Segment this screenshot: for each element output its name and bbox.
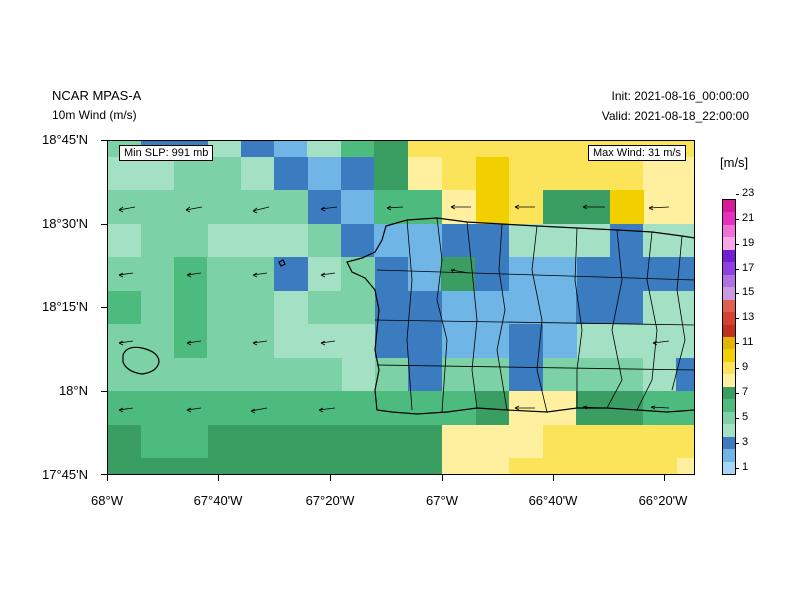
colorbar-segment [723,324,735,337]
colorbar-segment [723,212,735,225]
init-time: Init: 2021-08-16_00:00:00 [611,89,749,103]
colorbar [722,199,736,475]
colorbar-tick [736,442,739,444]
lon-label: 66°40'W [528,493,578,508]
colorbar-label: 5 [742,410,749,423]
colorbar-segment [723,374,735,387]
colorbar-tick [736,393,739,395]
colorbar-label: 7 [742,386,749,399]
coastline-outline [122,217,695,415]
lat-label: 18°N [58,383,88,398]
max-wind-label: Max Wind: 31 m/s [587,145,686,161]
lon-label: 66°20'W [638,493,688,508]
wind-map [107,140,695,475]
lon-tick [107,475,108,481]
wind-map-svg [107,140,695,475]
valid-time: Valid: 2021-08-18_22:00:00 [601,109,749,123]
colorbar-segment [723,399,735,412]
colorbar-label: 17 [742,261,755,274]
lat-label: 18°15'N [42,299,88,314]
colorbar-tick [736,243,739,245]
colorbar-tick [736,293,739,295]
colorbar-label: 1 [742,460,749,473]
colorbar-segment [723,386,735,400]
lon-tick [442,475,443,481]
colorbar-segment [723,349,735,362]
colorbar-tick [736,417,739,419]
colorbar-segment [723,262,735,275]
lon-tick [553,475,554,481]
lat-label: 18°45'N [42,132,88,147]
colorbar-segment [723,237,735,250]
plot-subtitle: 10m Wind (m/s) [52,108,137,122]
colorbar-label: 3 [742,435,749,448]
map-frame [107,140,695,475]
colorbar-segment [723,449,735,462]
colorbar-label: 23 [742,186,755,199]
colorbar-segment [723,249,735,263]
colorbar-tick [736,218,739,220]
colorbar-label: 9 [742,361,749,374]
colorbar-label: 19 [742,236,755,249]
wind-vectors [118,204,670,414]
colorbar-label: 13 [742,311,755,324]
lat-tick [101,307,107,308]
lon-tick [664,475,665,481]
lat-tick [101,140,107,141]
lat-tick [101,224,107,225]
lat-tick [101,474,107,475]
colorbar-tick [736,318,739,320]
lat-tick [101,391,107,392]
colorbar-segment [723,299,735,313]
colorbar-segment [723,287,735,300]
lon-tick [330,475,331,481]
colorbar-segment [723,274,735,288]
lon-label: 67°20'W [305,493,355,508]
colorbar-tick [736,193,739,195]
municipality-boundaries [374,217,695,413]
plot-title: NCAR MPAS-A [52,88,142,103]
colorbar-segment [723,361,735,375]
min-slp-label: Min SLP: 991 mb [119,145,214,161]
lat-label: 18°30'N [42,216,88,231]
colorbar-segment [723,337,735,350]
colorbar-label: 21 [742,211,755,224]
lon-label: 67°40'W [193,493,243,508]
lat-label: 17°45'N [42,467,88,482]
colorbar-label: 11 [742,336,754,349]
wind-speed-grid [107,140,695,475]
lon-label: 68°W [91,493,123,508]
colorbar-tick [736,343,739,345]
colorbar-segment [723,436,735,450]
colorbar-tick [736,268,739,270]
lon-tick [218,475,219,481]
colorbar-label: 15 [742,286,755,299]
colorbar-tick [736,467,739,469]
colorbar-segment [723,224,735,238]
colorbar-tick [736,368,739,370]
lon-label: 67°W [426,493,458,508]
colorbar-segment [723,312,735,325]
colorbar-segment [723,461,735,474]
colorbar-segment [723,424,735,437]
colorbar-segment [723,200,735,213]
colorbar-units: [m/s] [720,155,749,170]
colorbar-segment [723,411,735,425]
